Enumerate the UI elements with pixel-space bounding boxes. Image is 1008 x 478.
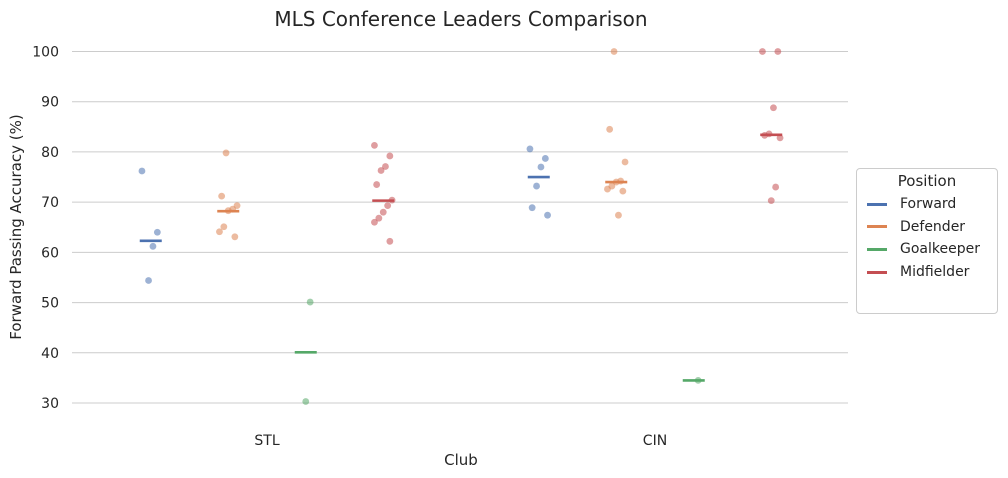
data-point [528, 204, 536, 212]
data-point [138, 167, 146, 175]
data-point [694, 377, 702, 384]
data-point [224, 207, 232, 215]
y-tick-label: 40 [41, 346, 59, 362]
data-point [302, 398, 310, 405]
data-point [379, 208, 387, 216]
data-point [533, 182, 540, 190]
legend-swatch [867, 270, 887, 274]
legend-label: Goalkeeper [900, 241, 980, 258]
data-point [612, 178, 620, 186]
data-point [377, 167, 385, 174]
y-axis-label: Forward Passing Accuracy (%) [7, 114, 25, 339]
data-point [306, 298, 314, 306]
y-tick-label: 70 [41, 195, 59, 211]
legend: Position Forward Defender Goalkeeper Midfie… [856, 168, 998, 314]
legend-item: Goalkeeper [867, 239, 980, 259]
data-point [767, 197, 775, 205]
legend-swatch [867, 202, 887, 206]
data-point [222, 149, 230, 157]
legend-label: Forward [900, 196, 957, 212]
y-tick-label: 60 [41, 245, 59, 261]
legend-swatch [867, 225, 887, 229]
mean-markers [139, 133, 783, 382]
data-point [231, 233, 239, 241]
data-point [384, 202, 392, 210]
legend-label: Midfielder [900, 264, 970, 281]
data-point [149, 242, 157, 250]
data-point [606, 125, 614, 133]
data-point [216, 228, 223, 236]
data-point [759, 48, 766, 55]
data-point [382, 163, 389, 170]
data-point [537, 163, 545, 171]
data-point [388, 196, 396, 204]
x-tick-labels: STL CIN [254, 433, 667, 449]
data-point [371, 142, 378, 149]
data-point [526, 145, 534, 153]
y-tick-label: 50 [41, 296, 59, 312]
gridlines [72, 51, 848, 404]
data-point [776, 134, 784, 142]
data-point [371, 218, 378, 226]
data-point [772, 183, 780, 191]
legend-item: Midfielder [867, 262, 969, 282]
legend-title: Position [897, 172, 957, 190]
data-point [145, 277, 152, 284]
data-point [774, 48, 782, 55]
y-tick-label: 90 [41, 95, 59, 111]
data-point [770, 104, 777, 112]
y-tick-label: 100 [32, 45, 59, 61]
data-point [544, 211, 551, 219]
data-point [621, 158, 629, 166]
data-point [375, 214, 383, 222]
data-point [218, 192, 226, 200]
data-point [373, 181, 381, 188]
data-point [761, 131, 769, 139]
legend-swatch [867, 247, 887, 251]
data-point [386, 237, 394, 245]
data-point [615, 211, 622, 219]
data-point [386, 152, 394, 160]
legend-item: Defender [867, 217, 965, 237]
data-point [610, 48, 618, 55]
data-point [604, 185, 611, 193]
y-tick-label: 30 [41, 396, 59, 412]
y-tick-labels: 30 40 50 60 70 80 90 100 [32, 45, 59, 413]
data-point [619, 187, 627, 195]
data-point [153, 228, 161, 236]
data-point [541, 155, 549, 162]
legend-label: Defender [900, 218, 966, 235]
data-point [220, 223, 228, 231]
chart-title: MLS Conference Leaders Comparison [274, 7, 647, 31]
data-points [138, 48, 784, 405]
x-tick-label: STL [254, 433, 279, 449]
x-axis-label: Club [444, 451, 478, 469]
y-tick-label: 80 [41, 145, 59, 161]
legend-item: Forward [867, 194, 956, 214]
x-tick-label: CIN [643, 433, 667, 449]
